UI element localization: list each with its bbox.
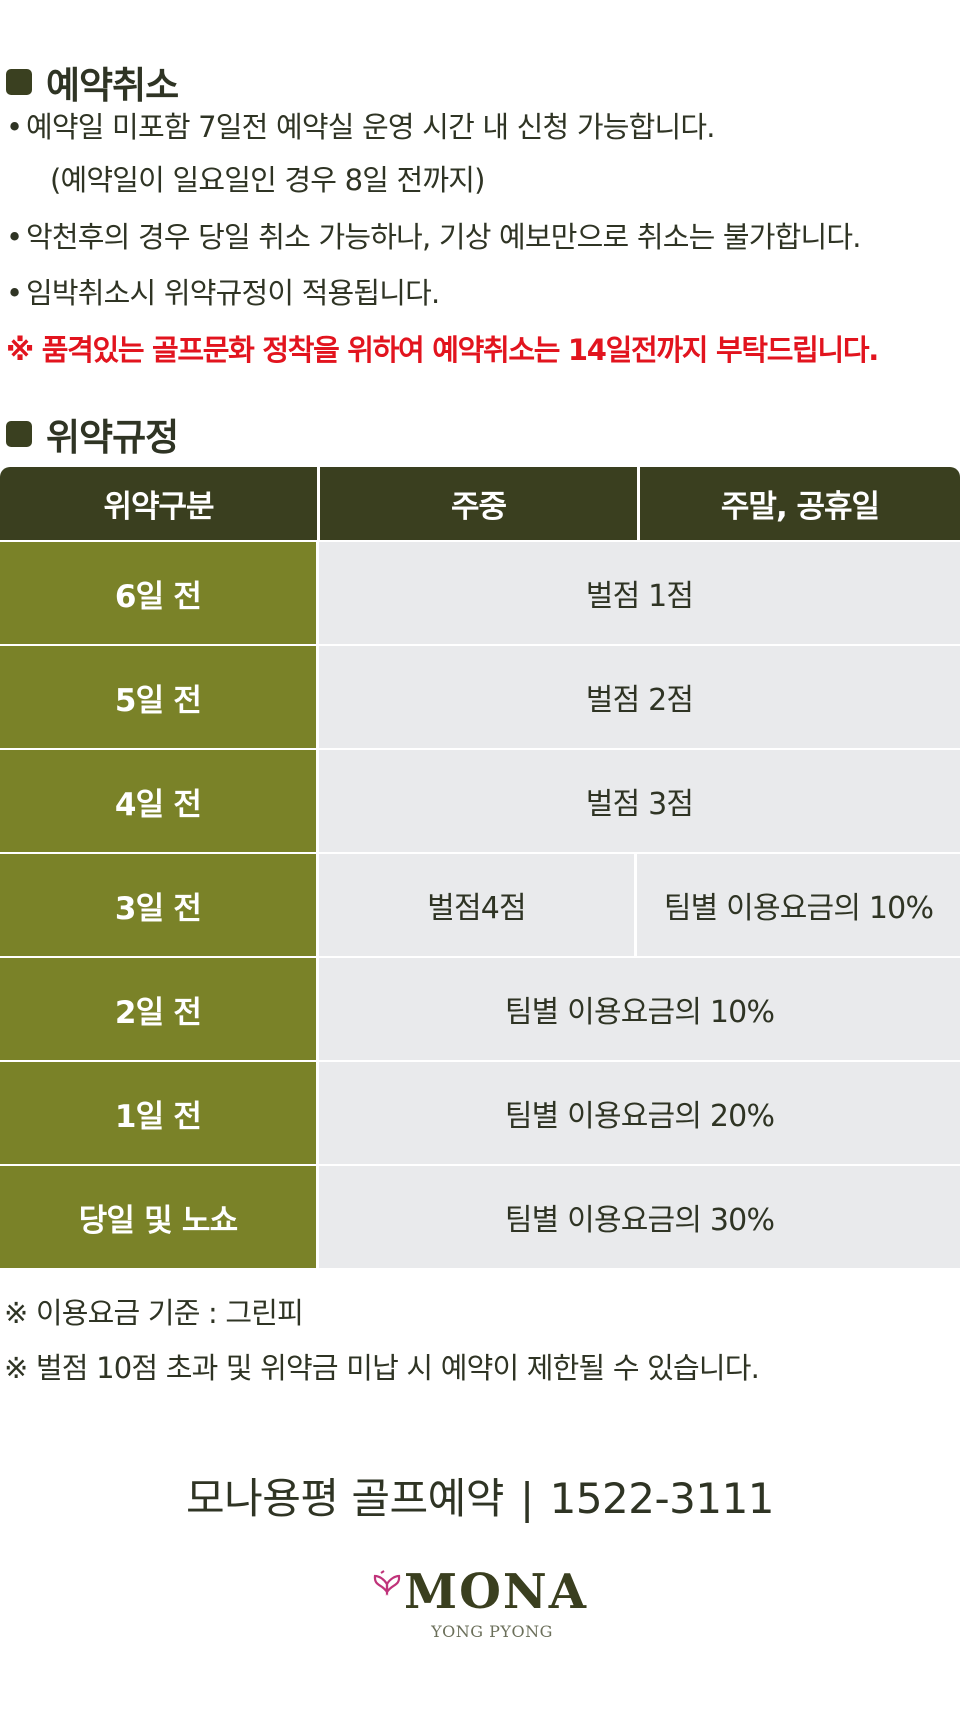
table-row: 당일 및 노쇼 팀별 이용요금의 30% <box>0 1164 960 1268</box>
square-bullet-icon <box>6 69 32 95</box>
mona-yongpyong-logo: MONA YONG PYONG <box>0 1568 960 1641</box>
cancel-section-heading: 예약취소 <box>6 55 179 109</box>
header-weekend-holiday: 주말, 공휴일 <box>720 489 880 525</box>
row-label: 3일 전 <box>0 854 319 956</box>
bullet-dot: • <box>6 110 23 144</box>
table-row: 1일 전 팀별 이용요금의 20% <box>0 1060 960 1164</box>
bullet-text: 임박취소시 위약규정이 적용됩니다. <box>26 276 440 310</box>
row-value: 벌점 3점 <box>319 750 960 852</box>
contact-label: 모나용평 골프예약 <box>185 1474 504 1523</box>
table-row: 2일 전 팀별 이용요금의 10% <box>0 956 960 1060</box>
row-value: 팀별 이용요금의 10% <box>319 958 960 1060</box>
row-label: 당일 및 노쇼 <box>0 1166 319 1268</box>
penalty-table: 위약구분 주중 주말, 공휴일 6일 전 벌점 1점 5일 전 벌점 2점 4일… <box>0 467 960 1268</box>
cancel-bullet-1-continuation: (예약일이 일요일인 경우 8일 전까지) <box>50 163 485 197</box>
row-label: 2일 전 <box>0 958 319 1060</box>
row-value-weekend: 팀별 이용요금의 10% <box>637 854 960 956</box>
table-row: 5일 전 벌점 2점 <box>0 644 960 748</box>
header-category: 위약구분 <box>0 467 320 540</box>
cancel-bullet-2: • 악천후의 경우 당일 취소 가능하나, 기상 예보만으로 취소는 불가합니다. <box>6 214 862 256</box>
row-value: 벌점 2점 <box>319 646 960 748</box>
butterfly-logo-icon <box>373 1570 401 1596</box>
penalty-section-heading: 위약규정 <box>6 407 179 461</box>
cancel-bullet-1: • 예약일 미포함 7일전 예약실 운영 시간 내 신청 가능합니다. <box>6 104 715 146</box>
header-weekday: 주중 <box>320 467 640 540</box>
table-row: 4일 전 벌점 3점 <box>0 748 960 852</box>
cancel-section-title: 예약취소 <box>46 64 179 107</box>
bullet-dot: • <box>6 220 23 254</box>
penalty-table-header: 위약구분 주중 주말, 공휴일 <box>0 467 960 540</box>
cancel-deadline-notice: ※ 품격있는 골프문화 정착을 위하여 예약취소는 14일전까지 부탁드립니다. <box>6 333 879 367</box>
row-value: 벌점 1점 <box>319 542 960 644</box>
bullet-text: 악천후의 경우 당일 취소 가능하나, 기상 예보만으로 취소는 불가합니다. <box>26 220 862 254</box>
bullet-text: 예약일 미포함 7일전 예약실 운영 시간 내 신청 가능합니다. <box>26 110 715 144</box>
contact-phone[interactable]: 1522-3111 <box>549 1474 775 1523</box>
row-value-weekday: 벌점4점 <box>319 854 637 956</box>
row-label: 1일 전 <box>0 1062 319 1164</box>
logo-wordmark: MONA <box>403 1564 589 1620</box>
contact-separator: | <box>519 1474 534 1523</box>
logo-subtitle: YONG PYONG <box>431 1622 553 1641</box>
contact-line: 모나용평 골프예약 | 1522-3111 <box>0 1465 960 1526</box>
penalty-section-title: 위약규정 <box>46 416 179 459</box>
cancel-bullet-3: • 임박취소시 위약규정이 적용됩니다. <box>6 270 440 312</box>
row-label: 4일 전 <box>0 750 319 852</box>
row-value: 팀별 이용요금의 30% <box>319 1166 960 1268</box>
fee-basis-note: ※ 이용요금 기준 : 그린피 <box>4 1296 304 1330</box>
table-row: 6일 전 벌점 1점 <box>0 540 960 644</box>
table-row: 3일 전 벌점4점 팀별 이용요금의 10% <box>0 852 960 956</box>
row-label: 5일 전 <box>0 646 319 748</box>
reservation-restriction-note: ※ 벌점 10점 초과 및 위약금 미납 시 예약이 제한될 수 있습니다. <box>4 1351 760 1385</box>
square-bullet-icon <box>6 421 32 447</box>
row-value: 팀별 이용요금의 20% <box>319 1062 960 1164</box>
bullet-dot: • <box>6 276 23 310</box>
row-label: 6일 전 <box>0 542 319 644</box>
